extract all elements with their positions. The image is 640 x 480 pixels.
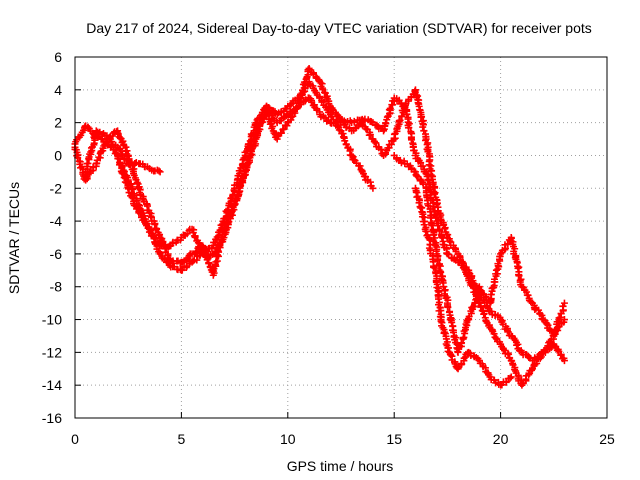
y-tick-label: 6 [54,49,62,65]
x-tick-label: 0 [71,431,79,447]
y-tick-label: 4 [54,82,62,98]
y-tick-label: 0 [54,147,62,163]
y-tick-label: -14 [42,377,62,393]
x-tick-label: 5 [178,431,186,447]
data-point-plus-marker [155,167,162,174]
y-tick-label: -10 [42,312,62,328]
x-tick-label: 25 [599,431,615,447]
x-tick-label: 20 [493,431,509,447]
x-tick-label: 15 [386,431,402,447]
y-tick-label: -16 [42,410,62,426]
y-tick-label: 2 [54,115,62,131]
y-tick-label: -8 [50,279,63,295]
chart-title: Day 217 of 2024, Sidereal Day-to-day VTE… [86,20,592,36]
x-tick-label: 10 [280,431,296,447]
x-axis-label: GPS time / hours [287,458,394,474]
y-tick-label: -2 [50,180,63,196]
data-points [71,65,567,389]
y-axis-label: SDTVAR / TECUs [6,182,22,294]
sdtvar-chart: Day 217 of 2024, Sidereal Day-to-day VTE… [0,0,640,480]
y-tick-label: -6 [50,246,63,262]
y-tick-label: -12 [42,344,62,360]
y-tick-label: -4 [50,213,63,229]
